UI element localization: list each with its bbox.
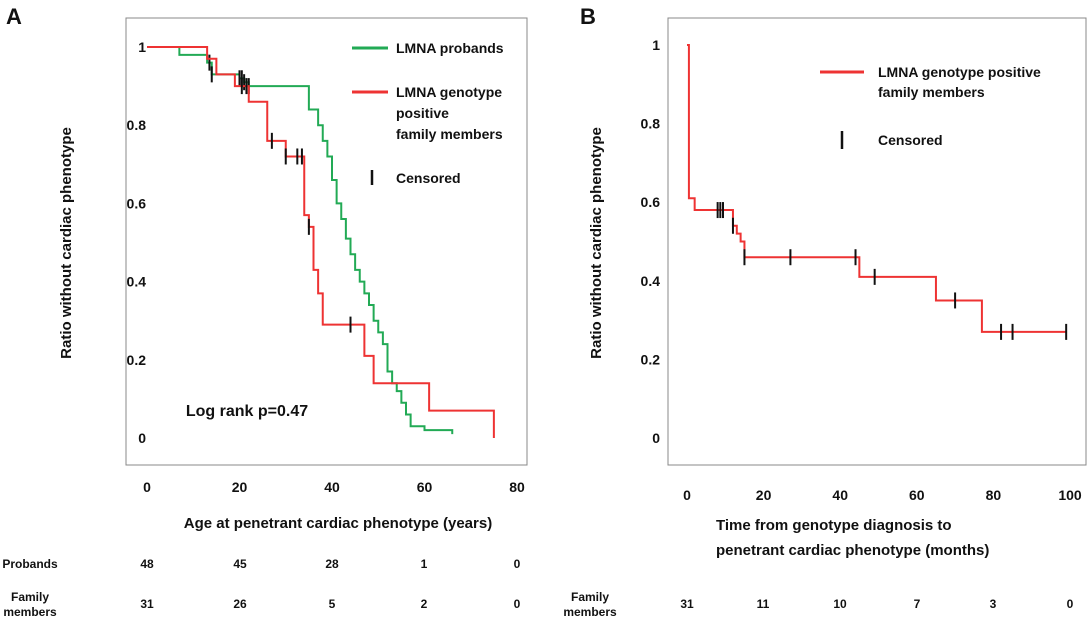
panel-a-logrank-annotation: Log rank p=0.47 xyxy=(186,403,308,420)
risk-row-label-family-b-1: Family xyxy=(571,590,609,604)
panel-a-risk-value: 45 xyxy=(233,557,247,571)
risk-row-label-family-b-2: members xyxy=(563,605,617,619)
panel-b-x-tick-label: 60 xyxy=(909,487,925,503)
panel-b-x-axis-title-2: penetrant cardiac phenotype (months) xyxy=(716,542,989,559)
panel-b-y-tick-label: 0 xyxy=(652,430,660,446)
panel-b-risk-value: 11 xyxy=(757,597,770,611)
panel-a-risk-value: 28 xyxy=(325,557,339,571)
panel-a-y-tick-label: 0.4 xyxy=(127,274,147,290)
panel-a-risk-table: Probands Family members xyxy=(2,557,58,619)
panel-a-x-tick-label: 20 xyxy=(232,479,248,495)
legend-label-family-1: LMNA genotype xyxy=(396,84,502,100)
panel-a-y-tick-label: 0.2 xyxy=(127,352,147,368)
panel-a-x-tick-label: 60 xyxy=(417,479,433,495)
legend-label-censored-b: Censored xyxy=(878,132,943,148)
panel-b-x-tick-label: 80 xyxy=(986,487,1002,503)
risk-row-label-probands: Probands xyxy=(2,557,58,571)
panel-b-letter: B xyxy=(580,4,596,29)
risk-row-label-family-1: Family xyxy=(11,590,49,604)
legend-label-family-b-1: LMNA genotype positive xyxy=(878,64,1041,80)
panel-a-series-1-line xyxy=(147,46,495,438)
panel-a-y-tick-label: 1 xyxy=(138,39,146,55)
panel-b-y-tick-label: 1 xyxy=(652,37,660,53)
panel-a-x-tick-label: 80 xyxy=(509,479,525,495)
panel-b-x-tick-label: 100 xyxy=(1058,487,1082,503)
panel-a-y-axis-title: Ratio without cardiac phenotype xyxy=(58,127,75,359)
panel-a-risk-value: 26 xyxy=(233,597,247,611)
legend-label-family-b-2: family members xyxy=(878,84,985,100)
panel-b-risk-value: 3 xyxy=(990,597,997,611)
panel-b-x-tick-label: 40 xyxy=(832,487,848,503)
panel-b-legend: LMNA genotype positive family members Ce… xyxy=(820,64,1041,149)
panel-b-y-tick-label: 0.2 xyxy=(641,351,661,367)
panel-a-risk-value: 0 xyxy=(514,597,521,611)
panel-a-y-tick-label: 0 xyxy=(138,430,146,446)
panel-a-y-tick-label: 0.6 xyxy=(127,195,147,211)
legend-label-censored: Censored xyxy=(396,170,461,186)
panel-a-risk-value: 48 xyxy=(140,557,154,571)
panel-a: A Ratio without cardiac phenotype Age at… xyxy=(2,4,528,619)
panel-a-letter: A xyxy=(6,4,22,29)
panel-b-risk-table: Family members xyxy=(563,590,617,619)
panel-a-risk-value: 0 xyxy=(514,557,521,571)
panel-a-legend: LMNA probands LMNA genotype positive fam… xyxy=(352,40,504,186)
panel-b-x-tick-label: 0 xyxy=(683,487,691,503)
legend-label-probands: LMNA probands xyxy=(396,40,504,56)
panel-b-y-tick-label: 0.8 xyxy=(641,116,661,132)
panel-b-series-0-line xyxy=(687,44,1067,333)
panel-a-risk-value: 31 xyxy=(140,597,154,611)
panel-b-risk-value: 0 xyxy=(1067,597,1074,611)
panel-b-risk-value: 10 xyxy=(833,597,847,611)
panel-a-x-tick-label: 0 xyxy=(143,479,151,495)
panel-a-x-tick-label: 40 xyxy=(324,479,340,495)
panel-b: B Ratio without cardiac phenotype Time f… xyxy=(563,4,1087,619)
legend-label-family-3: family members xyxy=(396,126,503,142)
panel-b-plot-frame xyxy=(667,17,1087,466)
panel-b-risk-value: 31 xyxy=(680,597,694,611)
panel-b-y-axis-title: Ratio without cardiac phenotype xyxy=(588,127,605,359)
panel-b-risk-value: 7 xyxy=(914,597,921,611)
panel-a-risk-value: 1 xyxy=(421,557,428,571)
risk-row-label-family-2: members xyxy=(3,605,57,619)
panel-a-x-axis-title: Age at penetrant cardiac phenotype (year… xyxy=(184,515,492,532)
panel-a-risk-value: 2 xyxy=(421,597,428,611)
panel-b-x-tick-label: 20 xyxy=(756,487,772,503)
panel-a-plot-frame xyxy=(125,17,528,466)
panel-b-y-tick-label: 0.6 xyxy=(641,194,661,210)
panel-b-y-tick-label: 0.4 xyxy=(641,273,661,289)
panel-b-x-axis-title-1: Time from genotype diagnosis to xyxy=(716,517,952,534)
legend-label-family-2: positive xyxy=(396,105,449,121)
panel-a-risk-value: 5 xyxy=(329,597,336,611)
panel-a-y-tick-label: 0.8 xyxy=(127,117,147,133)
